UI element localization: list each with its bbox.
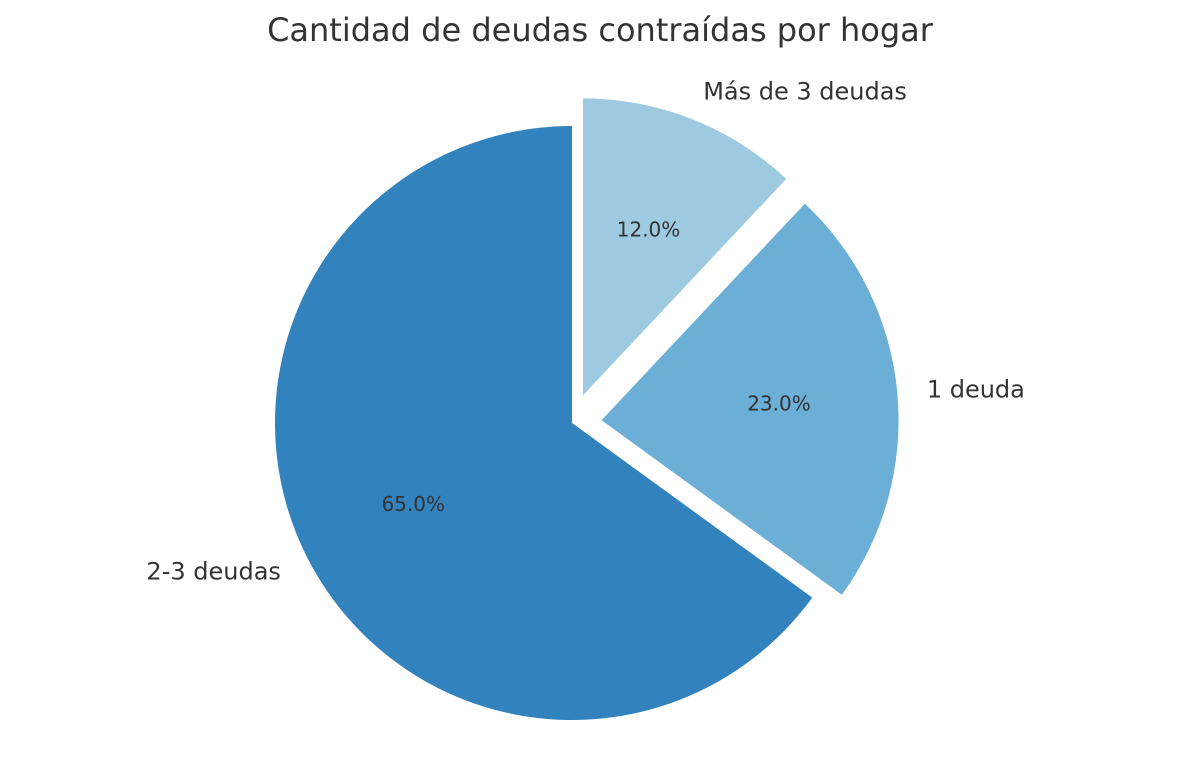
- slices-group: [274, 98, 899, 721]
- slice-percent-label: 65.0%: [381, 492, 445, 516]
- pie-slice-3: [274, 126, 813, 721]
- pie-slice-2: [601, 203, 899, 595]
- labels-group: 12.0% Más de 3 deudas 23.0% 1 deuda 65.0% 2-3…: [146, 78, 1024, 586]
- slice-percent-label: 23.0%: [747, 391, 811, 415]
- chart-title: Cantidad de deudas contraídas por hogar: [267, 11, 933, 49]
- slice-category-label: 1 deuda: [927, 375, 1025, 403]
- pie-slice-1: [582, 98, 787, 396]
- slice-category-label: Más de 3 deudas: [703, 78, 907, 106]
- slice-percent-label: 12.0%: [617, 218, 681, 242]
- slice-category-label: 2-3 deudas: [146, 557, 280, 585]
